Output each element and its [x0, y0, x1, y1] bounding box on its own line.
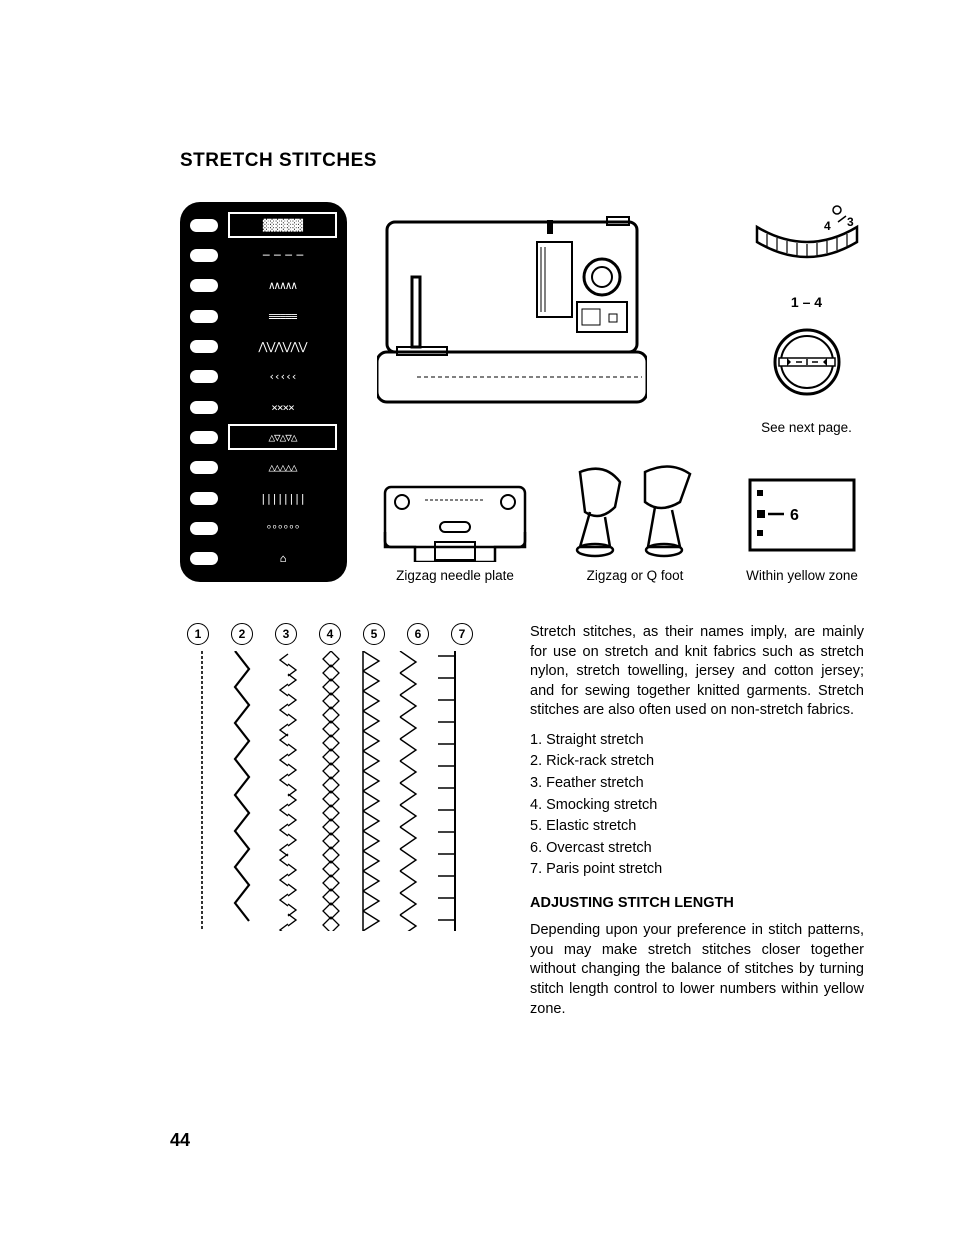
stitch-panel-row: ⋀⋁⋀⋁⋀⋁: [190, 333, 337, 359]
stitch-list-item: 1. Straight stretch: [530, 731, 864, 751]
intro-paragraph: Stretch stitches, as their names imply, …: [530, 623, 864, 721]
stitch-column-number: 3: [275, 623, 297, 645]
stitch-panel-row: ▓▓▓▓▓▓▓: [190, 212, 337, 238]
stitch-panel-row: ≡≡≡≡≡: [190, 303, 337, 329]
sewing-machine-illustration: [377, 202, 647, 412]
yellow-zone-illustration: 6: [742, 472, 862, 562]
stitch-panel-row: ××××: [190, 394, 337, 420]
stitch-panel-row: △△△△△: [190, 455, 337, 481]
stitch-column-number: 6: [407, 623, 429, 645]
dial-number-4: 4: [824, 219, 831, 233]
stitch-column-number: 1: [187, 623, 209, 645]
stitch-panel-row: ᵒᵒᵒᵒᵒᵒ: [190, 515, 337, 541]
stitch-list-item: 5. Elastic stretch: [530, 817, 864, 837]
stitch-list-item: 2. Rick-rack stretch: [530, 752, 864, 772]
yellow-zone-caption: Within yellow zone: [746, 568, 858, 583]
adjusting-stitch-paragraph: Depending upon your preference in stitch…: [530, 921, 864, 1019]
stitch-selection-panel: ▓▓▓▓▓▓▓ ─ ─ ─ ─ ∧∧∧∧∧ ≡≡≡≡≡ ⋀⋁⋀⋁⋀⋁ ‹‹‹‹‹ ×××× △…: [180, 202, 347, 582]
top-dial-illustration: 4 3: [752, 202, 862, 282]
page-title: STRETCH STITCHES: [180, 150, 864, 172]
stitch-types-diagram: 1234567: [180, 623, 480, 1029]
stitch-list-item: 7. Paris point stretch: [530, 860, 864, 880]
stitch-type-list: 1. Straight stretch2. Rick-rack stretch3…: [530, 731, 864, 880]
stitch-panel-row: ⌂: [190, 546, 337, 572]
stitch-list-item: 4. Smocking stretch: [530, 796, 864, 816]
stitch-list-item: 6. Overcast stretch: [530, 839, 864, 859]
stitch-panel-row: △▽△▽△: [190, 424, 337, 450]
needle-plate-caption: Zigzag needle plate: [396, 568, 514, 583]
see-next-page-label: See next page.: [761, 420, 852, 435]
page-number: 44: [170, 1130, 190, 1151]
needle-plate-illustration: [380, 472, 530, 562]
foot-caption: Zigzag or Q foot: [587, 568, 684, 583]
stitch-panel-row: ∧∧∧∧∧: [190, 273, 337, 299]
dial-number-3: 3: [847, 215, 854, 229]
stitch-column-number: 5: [363, 623, 385, 645]
balance-dial-illustration: [767, 322, 847, 402]
stitch-panel-row: ‹‹‹‹‹: [190, 364, 337, 390]
stitch-list-item: 3. Feather stretch: [530, 774, 864, 794]
dial-range-label: 1 – 4: [791, 294, 822, 310]
adjusting-stitch-heading: ADJUSTING STITCH LENGTH: [530, 894, 864, 914]
stitch-column-number: 7: [451, 623, 473, 645]
presser-foot-illustration: [560, 462, 710, 562]
svg-text:6: 6: [790, 507, 799, 524]
stitch-panel-row: ||||||||: [190, 485, 337, 511]
stitch-column-number: 4: [319, 623, 341, 645]
stitch-column-number: 2: [231, 623, 253, 645]
stitch-panel-row: ─ ─ ─ ─: [190, 242, 337, 268]
